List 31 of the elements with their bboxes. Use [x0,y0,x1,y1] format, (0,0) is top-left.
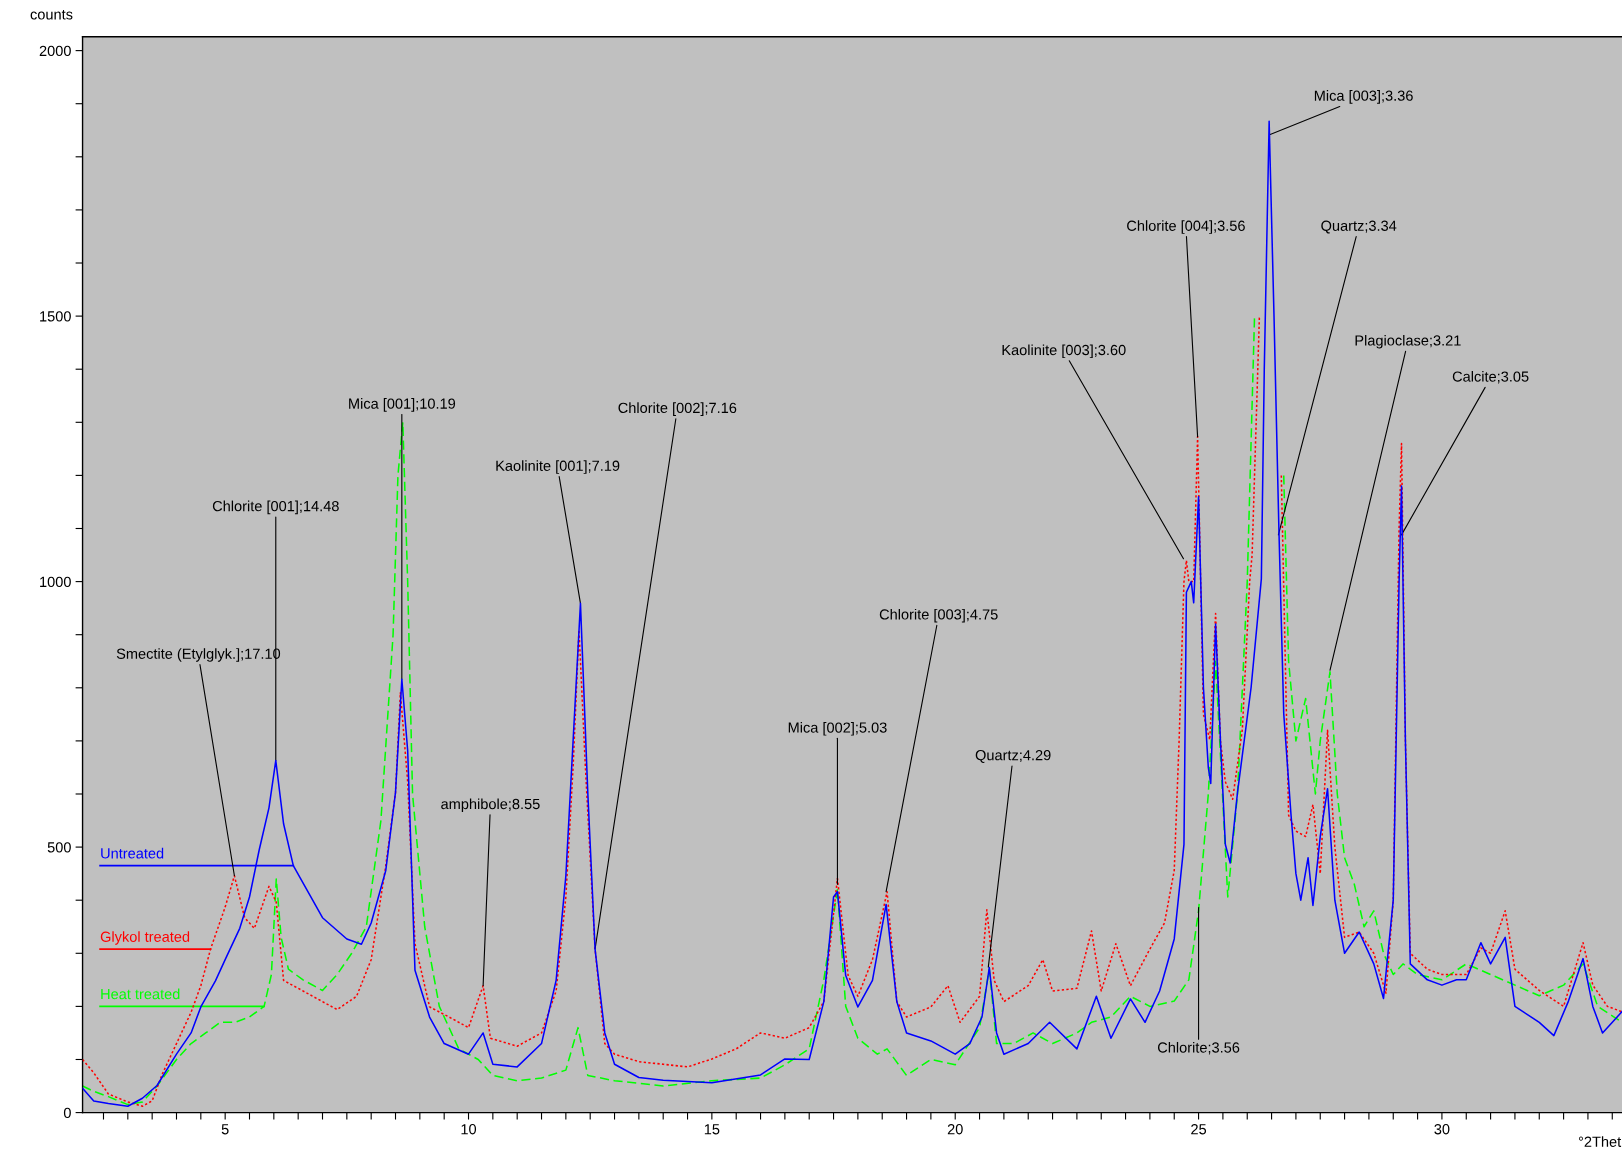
y-axis-title: counts [30,10,73,20]
x-tick-label: 30 [1434,1124,1450,1135]
annotation: amphibole;8.55 [441,798,540,813]
annotation: Chlorite [004];3.56 [1127,220,1245,234]
annotation: Kaolinite [001];7.19 [496,460,620,474]
annotation: Mica [002];5.03 [788,721,887,736]
annotation: Chlorite [002];7.16 [618,402,737,416]
annotation: Quartz;4.29 [975,749,1051,763]
x-tick-label: 20 [947,1124,963,1135]
x-tick-label: 5 [221,1124,229,1135]
annotation: Plagioclase;3.21 [1355,334,1461,349]
annotation: Kaolinite [003];3.60 [1002,344,1126,359]
annotation: Calcite;3.05 [1452,371,1529,384]
y-tick-label: 0 [63,1107,71,1119]
x-tick-label: 25 [1191,1124,1207,1135]
annotation: Mica [003];3.36 [1314,90,1413,104]
annotation: Mica [001];10.19 [349,398,456,412]
y-tick-label: 1000 [40,576,71,588]
annotation: Chlorite [003];4.75 [879,608,998,623]
text: Heat treated [101,988,180,1000]
y-tick-label: 2000 [39,45,71,57]
x-tick-label: 15 [704,1124,720,1135]
series-label: Glykol treated [100,931,190,945]
text: Untreated [101,847,164,859]
y-tick-label: 500 [47,842,71,853]
x-tick-label: 10 [461,1124,477,1135]
y-tick-label: 1500 [40,311,71,322]
annotation: Chlorite;3.56 [1157,1041,1240,1055]
annotation: Chlorite [001];14.48 [212,500,339,515]
annotation: Quartz;3.34 [1321,220,1397,234]
x-axis-title: °2Thet [1578,1136,1622,1147]
